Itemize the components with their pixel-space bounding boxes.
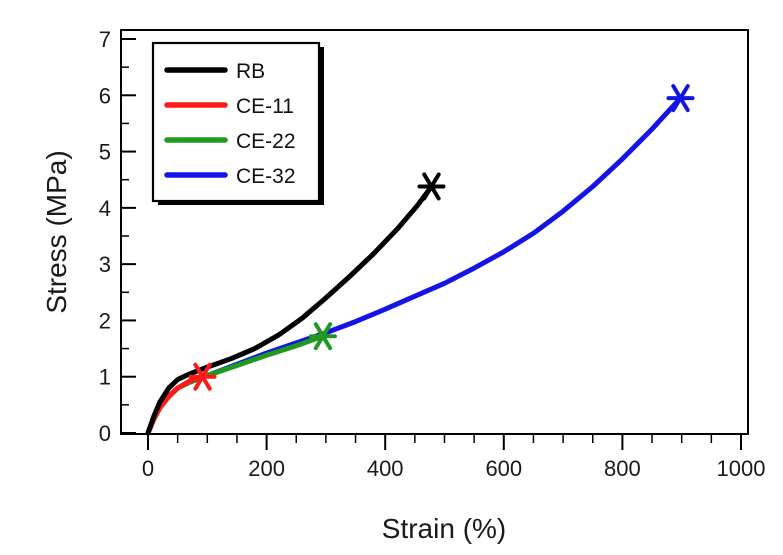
legend-label-ce-32: CE-32 — [236, 165, 296, 188]
y-tick-label: 6 — [99, 83, 111, 108]
y-tick-label: 2 — [99, 308, 111, 333]
series-layer — [145, 95, 683, 436]
plot-frame — [120, 29, 749, 435]
break-marker-ce-11 — [188, 362, 217, 391]
x-tick-label: 600 — [485, 456, 522, 481]
y-tick-label: 1 — [99, 365, 111, 390]
legend-label-ce-22: CE-22 — [236, 130, 296, 153]
x-axis: 0 200 400 600 800 1000 — [142, 434, 766, 481]
legend-label-rb: RB — [236, 60, 265, 83]
x-tick-label: 200 — [248, 456, 285, 481]
legend-label-ce-11: CE-11 — [236, 95, 294, 118]
marker-stroke — [313, 322, 333, 351]
y-axis: 0 1 2 3 4 5 6 7 — [99, 27, 136, 446]
marker-stroke — [422, 172, 441, 201]
legend: RB CE-11 CE-22 CE-32 — [151, 41, 324, 205]
x-tick-label: 800 — [604, 456, 641, 481]
y-axis-title: Stress (MPa) — [41, 150, 72, 313]
x-tick-label: 0 — [142, 456, 154, 481]
y-tick-label: 3 — [99, 252, 111, 277]
marker-stroke — [193, 362, 212, 391]
marker-stroke — [671, 84, 690, 113]
x-axis-title: Strain (%) — [382, 513, 506, 544]
break-marker-ce-32 — [666, 84, 695, 113]
y-tick-label: 5 — [99, 140, 111, 165]
y-tick-label: 0 — [99, 421, 111, 446]
x-tick-label: 400 — [367, 456, 404, 481]
break-markers — [188, 84, 695, 391]
series-line-rb — [145, 184, 434, 436]
x-tick-label: 1000 — [717, 456, 766, 481]
y-tick-label: 7 — [99, 27, 111, 52]
y-tick-label: 4 — [99, 196, 111, 221]
break-marker-ce-22 — [308, 322, 337, 351]
break-marker-rb — [417, 172, 446, 201]
